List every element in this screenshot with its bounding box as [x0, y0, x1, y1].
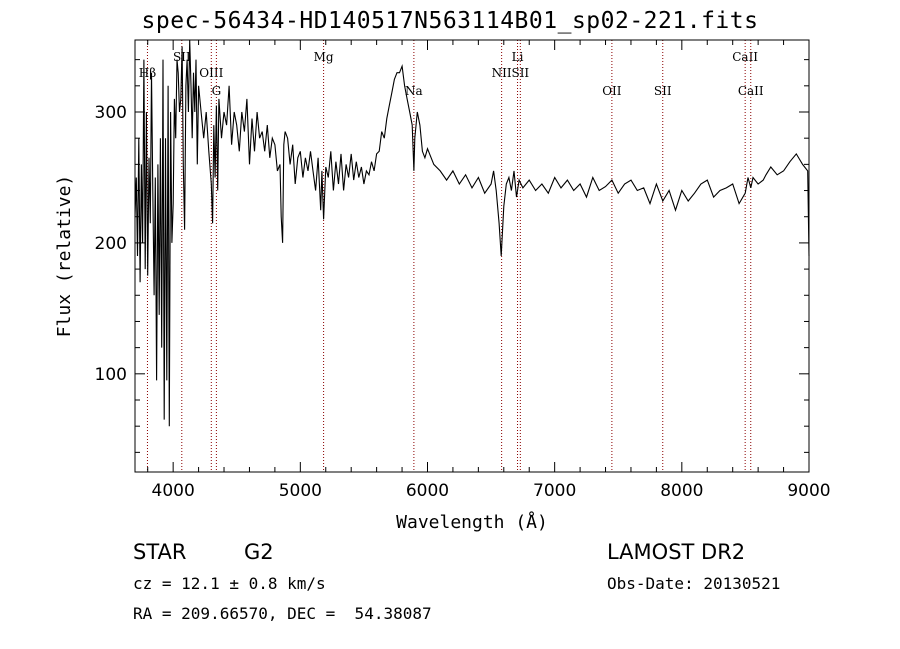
- obs-date: Obs-Date: 20130521: [607, 574, 781, 593]
- y-tick-label: 200: [95, 234, 127, 254]
- line-marker-label: Hβ: [139, 66, 156, 80]
- survey-label: LAMOST DR2: [607, 540, 746, 564]
- line-marker-label: OIII: [199, 66, 223, 80]
- line-marker-label: OII: [602, 84, 622, 98]
- x-tick-label: 8000: [660, 481, 703, 501]
- object-class: STAR: [133, 540, 187, 564]
- y-axis: 100 200 300: [95, 59, 809, 453]
- line-marker-label: CaII: [732, 50, 758, 64]
- line-marker-label: Na: [405, 84, 423, 98]
- x-tick-label: 9000: [787, 481, 830, 501]
- line-marker-label: SII: [511, 66, 529, 80]
- coordinates: RA = 209.66570, DEC = 54.38087: [133, 604, 432, 623]
- x-tick-label: 6000: [406, 481, 449, 501]
- y-axis-label: Flux (relative): [54, 175, 75, 338]
- y-tick-label: 300: [95, 103, 127, 123]
- line-marker-label: Li: [512, 50, 524, 64]
- y-tick-label: 100: [95, 365, 127, 385]
- x-tick-label: 4000: [152, 481, 195, 501]
- chart-title: spec-56434-HD140517N563114B01_sp02-221.f…: [141, 8, 759, 34]
- object-subclass: G2: [244, 540, 274, 564]
- line-marker-label: G: [212, 84, 222, 98]
- plot-frame: [134, 39, 810, 473]
- line-marker-label: NII: [492, 66, 512, 80]
- line-marker-label: CaII: [738, 84, 764, 98]
- spectrum-line: [134, 39, 810, 427]
- x-axis: 4000 5000 6000 7000 8000 9000: [147, 40, 831, 501]
- x-axis-label: Wavelength (Å): [396, 511, 548, 533]
- x-tick-label: 7000: [533, 481, 576, 501]
- line-marker-label: Mg: [314, 50, 334, 64]
- line-marker-label: SII: [654, 84, 672, 98]
- redshift-value: cz = 12.1 ± 0.8 km/s: [133, 574, 326, 593]
- x-tick-label: 5000: [279, 481, 322, 501]
